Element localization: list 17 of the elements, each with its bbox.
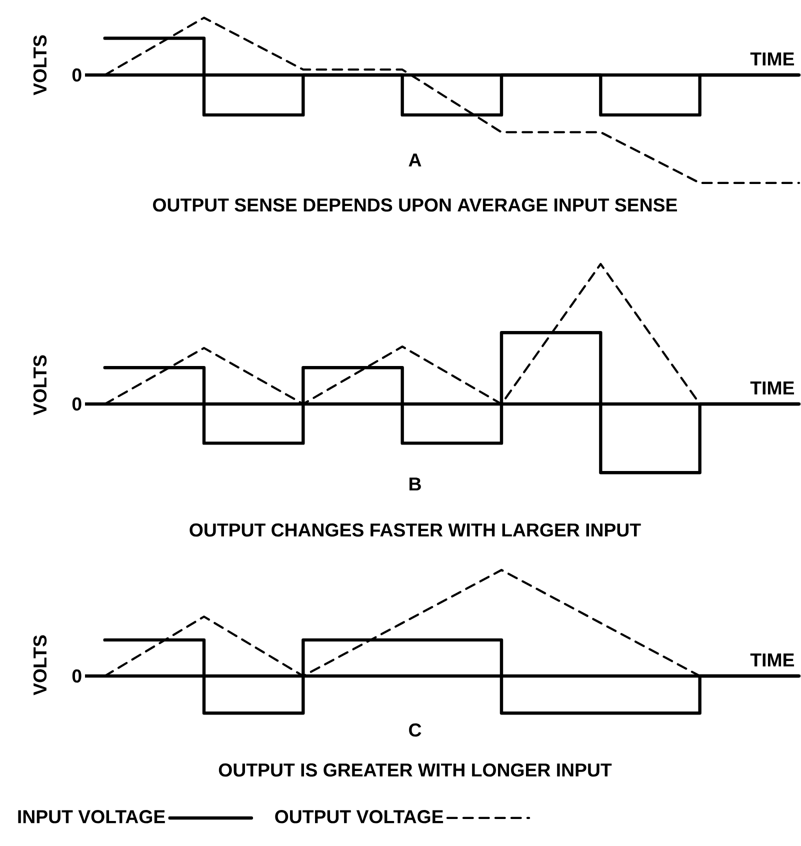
y-axis-title: VOLTS [33, 35, 47, 96]
x-axis-title: TIME [750, 654, 794, 666]
text: 0 [72, 669, 82, 683]
text: OUTPUT SENSE DEPENDS UPON AVERAGE INPUT SENSE [153, 198, 678, 212]
x-axis-title: TIME [750, 382, 794, 394]
text: B [410, 478, 421, 490]
x-axis-title: TIME [750, 52, 794, 66]
text: A [408, 154, 422, 166]
text: OUTPUT IS GREATER WITH LONGER INPUT [218, 763, 612, 777]
text: 0 [72, 397, 82, 411]
text: C [409, 723, 422, 737]
text: 0 [72, 68, 82, 82]
y-axis-title: VOLTS [33, 355, 47, 416]
y-axis-title: VOLTS [33, 635, 47, 696]
legend-label: OUTPUT VOLTAGE [275, 810, 444, 824]
legend-label: INPUT VOLTAGE [18, 810, 165, 824]
text: OUTPUT CHANGES FASTER WITH LARGER INPUT [190, 523, 641, 537]
